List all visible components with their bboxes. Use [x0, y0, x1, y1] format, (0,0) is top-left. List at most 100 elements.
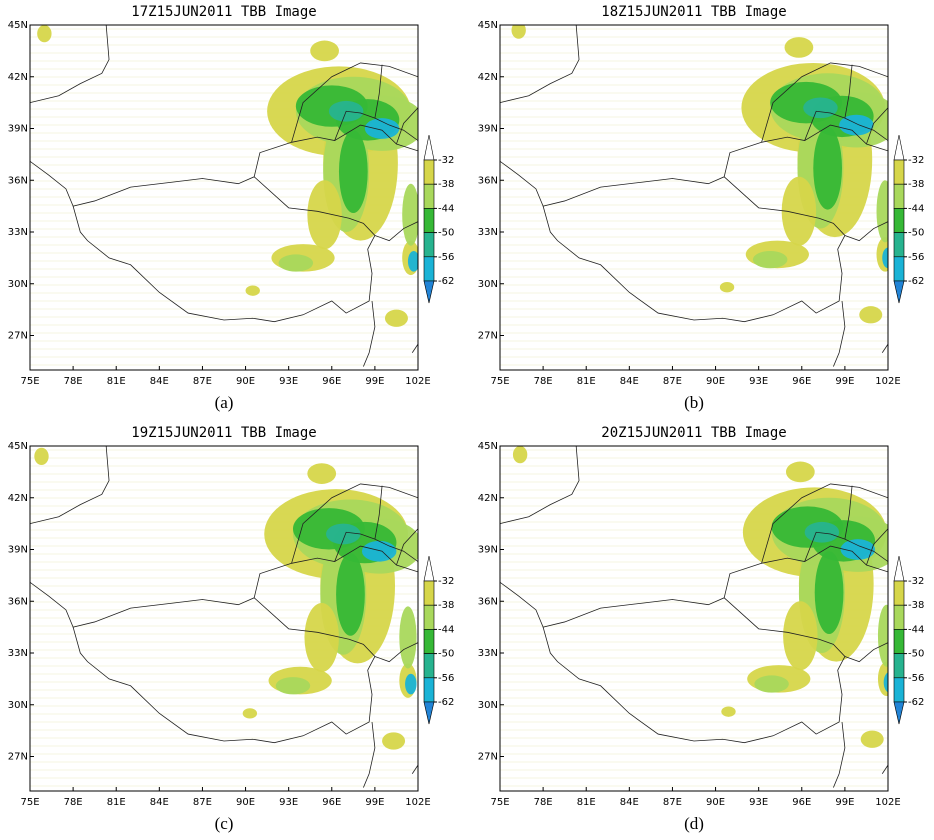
border-line — [291, 483, 418, 564]
colorbar-cap — [893, 280, 905, 304]
y-tick-label: 30N — [8, 279, 28, 290]
cloud-area — [384, 309, 408, 327]
border-line — [411, 764, 418, 774]
border-line — [500, 25, 580, 104]
colorbar-cap — [423, 280, 435, 304]
colorbar-label: -62 — [438, 276, 454, 287]
cloud-area — [512, 446, 528, 464]
cloud-area — [719, 282, 735, 293]
y-tick-label: 45N — [478, 20, 498, 31]
map-panel: 18Z15JUN2011 TBB Image (b) 75E 78E 81E 84E 87E… — [478, 4, 925, 412]
border-line — [374, 64, 383, 119]
colorbar-box — [893, 183, 905, 209]
colorbar-label: -32 — [908, 576, 924, 587]
y-tick-label: 27N — [478, 752, 498, 763]
y-tick-label: 30N — [8, 700, 28, 711]
y-tick-label: 45N — [8, 441, 28, 452]
colorbar-box — [893, 580, 905, 606]
cloud-area — [399, 606, 417, 669]
map-area — [500, 446, 888, 788]
y-tick-label: 36N — [8, 596, 28, 607]
y-tick-label: 33N — [8, 227, 28, 238]
border-line — [866, 528, 888, 566]
colorbar-box — [423, 604, 435, 630]
border-line — [396, 107, 418, 145]
cloud-area — [803, 97, 838, 119]
y-tick-label: 42N — [8, 72, 28, 83]
border-line — [500, 446, 580, 525]
border-line — [500, 124, 888, 207]
colorbar-cap — [423, 134, 435, 161]
cloud-area — [781, 176, 817, 246]
cloud-area — [364, 118, 400, 139]
cloud-area — [37, 25, 52, 43]
y-tick-label: 42N — [8, 493, 28, 504]
cloud-area — [840, 539, 876, 560]
y-tick-label: 42N — [478, 493, 498, 504]
colorbar-label: -50 — [438, 228, 454, 239]
cloud-area — [304, 602, 339, 672]
panel-title: 20Z15JUN2011 TBB Image — [601, 425, 786, 441]
y-tick-label: 39N — [478, 545, 498, 556]
y-tick-label: 33N — [478, 227, 498, 238]
map-frame — [499, 24, 889, 371]
colorbar-cap — [893, 134, 905, 161]
colorbar-box — [423, 653, 435, 679]
colorbar-label: -44 — [908, 203, 924, 214]
cloud-area — [877, 604, 888, 667]
map-frame — [29, 445, 419, 792]
colorbar-box — [423, 629, 435, 654]
border-line — [396, 528, 418, 566]
x-tick-label: 102E — [405, 797, 430, 808]
cloud-area — [721, 706, 736, 717]
x-tick-label: 93E — [749, 376, 768, 387]
colorbar-box — [423, 256, 435, 282]
x-tick-label: 102E — [875, 376, 900, 387]
cloud-area — [814, 551, 844, 635]
cloud-area — [34, 447, 49, 465]
panel-label: (b) — [684, 393, 704, 412]
colorbar-cap — [893, 701, 905, 725]
panel-title: 18Z15JUN2011 TBB Image — [601, 4, 786, 20]
colorbar-label: -62 — [908, 697, 924, 708]
x-tick-label: 96E — [322, 797, 341, 808]
colorbar-box — [423, 677, 435, 703]
x-tick-label: 99E — [835, 376, 854, 387]
border-line — [363, 721, 376, 788]
x-tick-label: 90E — [236, 376, 255, 387]
border-line — [72, 597, 376, 744]
x-tick-label: 93E — [279, 797, 298, 808]
y-tick-label: 36N — [8, 175, 28, 186]
x-tick-label: 75E — [20, 376, 39, 387]
x-tick-label: 84E — [150, 376, 169, 387]
panel-title: 19Z15JUN2011 TBB Image — [131, 425, 316, 441]
y-tick-label: 39N — [478, 124, 498, 135]
y-tick-label: 36N — [478, 596, 498, 607]
x-tick-label: 81E — [577, 797, 596, 808]
cloud-area — [754, 675, 789, 693]
colorbar-label: -38 — [438, 600, 454, 611]
map-frame — [29, 24, 419, 371]
border-line — [374, 642, 418, 663]
colorbar-label: -32 — [438, 576, 454, 587]
border-line — [72, 176, 376, 323]
colorbar-cap — [423, 555, 435, 582]
x-tick-label: 102E — [405, 376, 430, 387]
colorbar-label: -44 — [438, 203, 454, 214]
colorbar-box — [893, 653, 905, 679]
colorbar-box — [423, 183, 435, 209]
cloud-area — [407, 250, 418, 272]
border-line — [844, 221, 888, 242]
cloud-area — [813, 126, 843, 210]
colorbar-label: -38 — [908, 600, 924, 611]
cloud-area — [382, 732, 406, 750]
border-line — [542, 597, 846, 744]
border-line — [30, 124, 418, 207]
x-tick-label: 75E — [490, 797, 509, 808]
cloud-area — [402, 183, 418, 246]
x-tick-label: 96E — [792, 797, 811, 808]
x-tick-label: 81E — [107, 376, 126, 387]
border-line — [411, 343, 418, 353]
map-area — [500, 25, 888, 367]
